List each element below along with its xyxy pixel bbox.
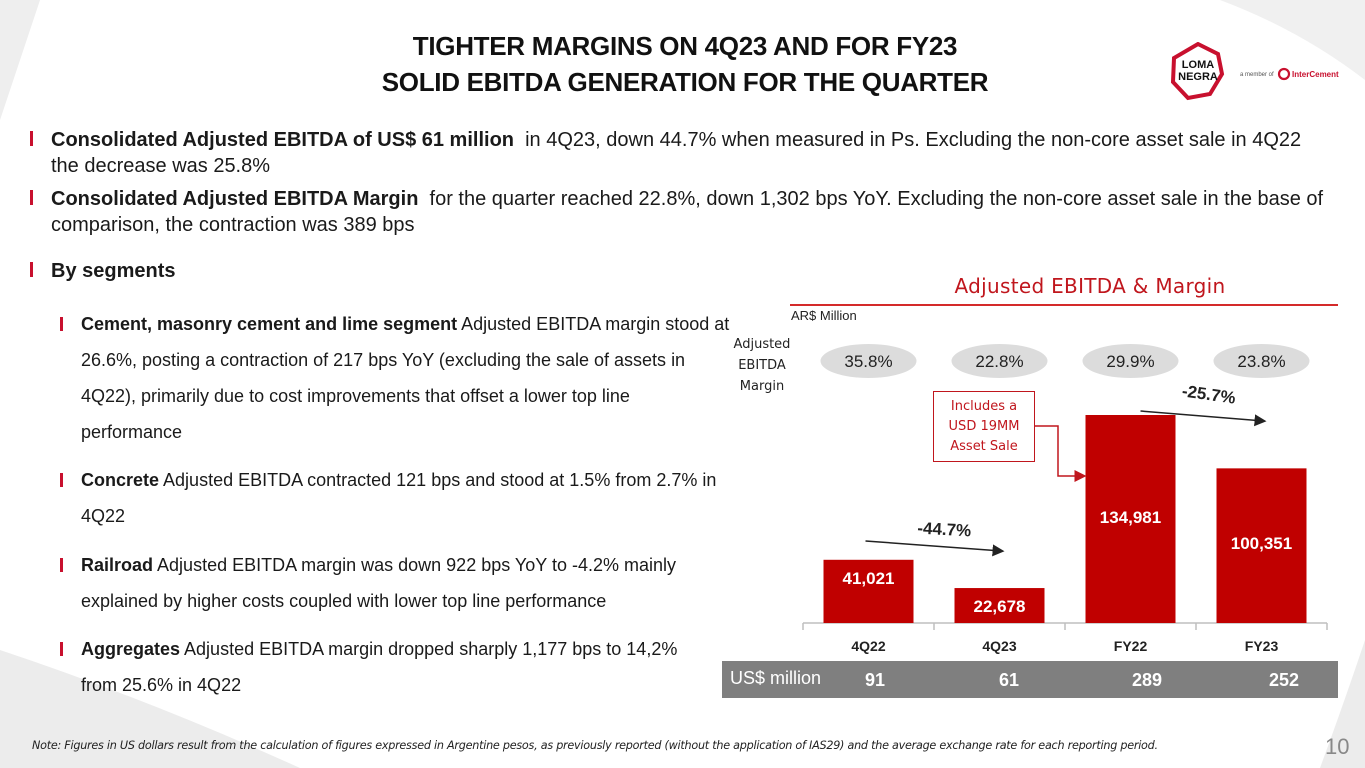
bullet-margin-bold: Consolidated Adjusted EBITDA Margin (51, 188, 419, 210)
bullet-marker (30, 262, 33, 277)
segment-railroad: Railroad Adjusted EBITDA margin was down… (60, 547, 730, 619)
loma-negra-logo: LOMA NEGRA a member of InterCement (1170, 42, 1339, 101)
margin-label-line-1: Adjusted (733, 337, 791, 352)
bullet-segments: By segments (30, 258, 1330, 284)
title-line-2: SOLID EBITDA GENERATION FOR THE QUARTER (381, 67, 989, 97)
segment-list: Cement, masonry cement and lime segment … (60, 306, 730, 703)
margin-row-label: Adjusted EBITDA Margin (722, 334, 802, 397)
usd-value-4q22: 91 (864, 670, 886, 690)
segment-cement-bold: Cement, masonry cement and lime segment (81, 314, 458, 334)
margin-label-line-2: EBITDA (738, 358, 786, 373)
usd-million-row: US$ million 91 61 289 252 (722, 661, 1338, 698)
logo-brand-line2: NEGRA (1178, 71, 1218, 83)
bullet-marker (60, 558, 63, 572)
segment-railroad-bold: Railroad (81, 555, 154, 575)
usd-value-fy22: 289 (1131, 670, 1163, 690)
segment-railroad-text: Adjusted EBITDA margin was down 922 bps … (81, 555, 676, 611)
segment-concrete-bold: Concrete (81, 470, 160, 490)
usd-value-fy23: 252 (1268, 670, 1300, 690)
slide-title: TIGHTER MARGINS ON 4Q23 AND FOR FY23 SOL… (240, 28, 1130, 100)
footnote: Note: Figures in US dollars result from … (32, 739, 1158, 752)
logo-parent-brand: InterCement (1292, 70, 1339, 79)
chart-unit-label: AR$ Million (791, 308, 857, 323)
bullet-marker (30, 190, 33, 205)
page-number: 10 (1325, 734, 1350, 759)
callout-line-2: USD 19MM (948, 419, 1020, 434)
bullet-margin-text: for the quarter reached 22.8%, down 1,30… (51, 188, 1329, 236)
segment-concrete-text: Adjusted EBITDA contracted 121 bps and s… (81, 470, 717, 526)
bullet-segments-bold: By segments (51, 260, 176, 282)
title-line-1: TIGHTER MARGINS ON 4Q23 AND FOR FY23 (412, 31, 958, 61)
bullet-marker (60, 317, 63, 331)
bullet-ebitda: Consolidated Adjusted EBITDA of US$ 61 m… (30, 127, 1330, 179)
segment-aggregates-text: Adjusted EBITDA margin dropped sharply 1… (81, 639, 678, 695)
logo-badge-outline (1170, 42, 1225, 101)
callout-line-1: Includes a (950, 399, 1018, 414)
bullet-marker (30, 131, 33, 146)
chart-title: Adjusted EBITDA & Margin (954, 274, 1226, 298)
intercement-icon (1277, 67, 1291, 81)
asset-sale-callout: Includes a USD 19MM Asset Sale (933, 391, 1035, 462)
segment-cement-text: Adjusted EBITDA margin stood at 26.6%, p… (81, 314, 730, 442)
chart-title-rule (790, 304, 1338, 306)
logo-brand-line1: LOMA (1182, 59, 1214, 71)
margin-label-line-3: Margin (739, 379, 785, 394)
bullet-ebitda-bold: Consolidated Adjusted EBITDA of US$ 61 m… (51, 129, 514, 151)
bullet-marker (60, 642, 63, 656)
segment-aggregates-bold: Aggregates (81, 639, 181, 659)
segment-concrete: Concrete Adjusted EBITDA contracted 121 … (60, 462, 730, 534)
bullet-marker (60, 473, 63, 487)
segment-cement: Cement, masonry cement and lime segment … (60, 306, 730, 450)
usd-value-4q23: 61 (998, 670, 1020, 690)
bullet-margin: Consolidated Adjusted EBITDA Margin for … (30, 186, 1330, 238)
segment-aggregates: Aggregates Adjusted EBITDA margin droppe… (60, 631, 730, 703)
bullet-ebitda-text: in 4Q23, down 44.7% when measured in Ps.… (51, 129, 1307, 177)
usd-row-label: US$ million (730, 668, 822, 688)
logo-member-text: a member of (1240, 72, 1274, 78)
callout-line-3: Asset Sale (950, 439, 1018, 454)
